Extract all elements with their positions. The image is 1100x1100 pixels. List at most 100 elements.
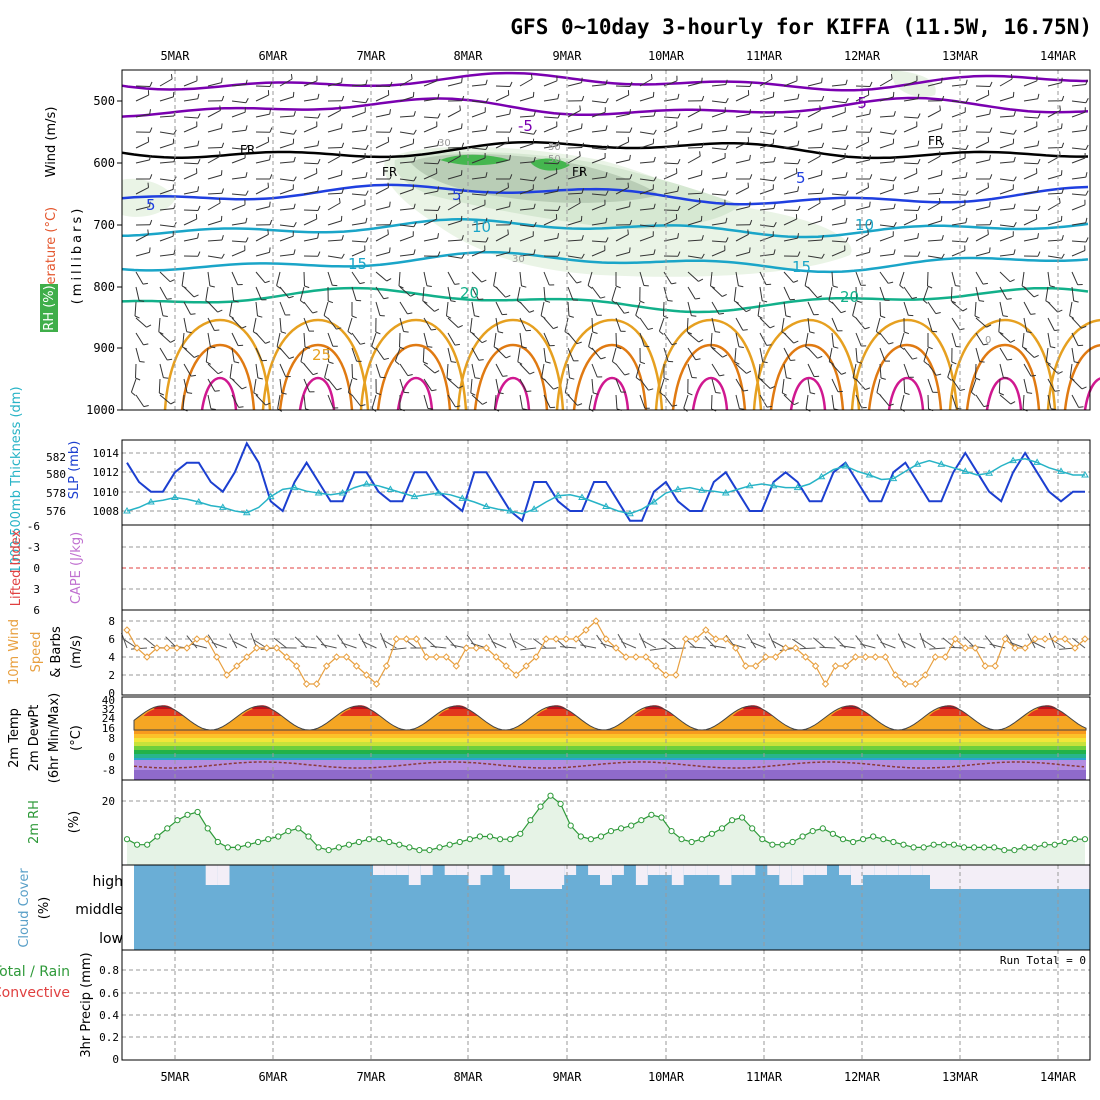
wind-tick: 0 [108,687,115,700]
wind-barb [999,224,1014,228]
wind-barb-flag [864,326,870,330]
contour-label: -5 [852,94,867,112]
surface-wind-barb [580,644,597,649]
wind-barb [591,157,606,164]
wind-barb-flag [389,154,391,160]
wind-barb [351,286,357,301]
wind-barb [327,394,334,409]
surface-wind-barb [191,643,207,649]
wind-barb [540,301,545,316]
wind-barb-flag [773,176,777,182]
wind-barb [591,317,594,333]
wind-barb [951,222,966,226]
wind-speed-point [412,635,421,643]
date-label: 11MAR [746,1070,783,1084]
wind-barb-flag [509,81,513,87]
wind-barb [423,116,439,119]
wind-barb [300,347,305,362]
wind-barb [255,113,270,118]
wind-barb [639,131,654,135]
wind-barb [663,394,673,407]
wind-barb-flag [832,285,838,288]
wind-barb-flag [1085,98,1089,103]
wind-barb-flag [238,406,244,408]
wind-barb [711,204,726,211]
wind-barb-flag [173,249,176,255]
wind-barb-flag [793,280,799,283]
wind-barb-flag [1013,222,1017,227]
wind-barb [783,347,791,361]
wind-speed-point [402,635,411,643]
thickness-point [386,485,395,492]
date-label: 5MAR [161,49,191,63]
wind-barb [1047,394,1052,409]
wind-barb [351,100,366,104]
wind-barb-flag [557,140,560,146]
thickness-point [147,498,155,505]
rh2m-point [486,833,494,840]
clear-sky-block [743,865,756,875]
wind-barb [495,85,511,87]
wind-barb-flag [639,300,645,304]
wind-barb-flag [210,408,216,410]
wind-barb-flag [725,172,728,178]
wind-speed-point [1021,644,1029,652]
slp-label: SLP (mb) [67,441,82,500]
wind-barb [447,347,452,362]
wind-barb [231,157,246,164]
wind-barb-flag [965,237,969,243]
wind-barb [615,141,629,149]
wind-barb [423,162,439,165]
wind-barb-flag [187,392,193,394]
wind-barb-flag [389,81,393,87]
wind-barb [231,332,239,346]
surface-wind-barb [341,642,357,649]
wind-barb [855,271,862,286]
wind-barb-flag [159,392,165,396]
wind-barb [303,237,318,242]
wind-barb [207,378,216,392]
wind-barb-flag [557,251,561,257]
isotherm-30 [376,343,452,411]
wind-barb-flag [725,190,729,196]
wind-barb-flag [833,346,839,349]
wind-barb-flag [1010,339,1016,343]
slp-tick: 1014 [93,447,120,460]
wind-barb [543,286,546,301]
wind-barb-flag [701,235,704,241]
wind-barb-flag [304,346,310,349]
isotherm-minus5 [121,96,1089,118]
rh2m-point [144,841,151,848]
wind-barb [1071,271,1079,286]
wind-barb-flag [941,142,945,148]
wind-barb [927,202,941,211]
wind-barb-flag [983,343,989,346]
wind-barb [1023,317,1028,332]
wind-barb-flag [773,111,776,117]
wind-barb [975,187,989,195]
wind-barb [255,94,269,102]
wind-barb [231,271,239,286]
date-label: 10MAR [648,1070,685,1084]
wind-barb-flag [365,98,369,103]
wind-barb-flag [797,205,801,211]
wind-barb-flag [1078,406,1084,408]
wind-barb [567,363,570,378]
wind-barb [639,188,654,195]
wind-barb [999,96,1014,102]
wind-barb [975,94,989,102]
wind-barb-flag [134,315,140,319]
wind-speed-point [482,644,491,652]
clear-sky-block [480,865,493,875]
thickness-point [123,507,131,514]
wind-barb [711,317,716,332]
wind-barb-flag [359,282,365,285]
wind-barb [1071,332,1079,346]
rh2m-point [507,836,514,843]
wind-barb [351,111,366,118]
li-tick: 0 [33,562,40,575]
wind-speed-point [302,680,311,688]
wind-speed-point [921,671,930,679]
surface-wind-barb [560,646,577,649]
wind-barb-flag [317,205,321,211]
